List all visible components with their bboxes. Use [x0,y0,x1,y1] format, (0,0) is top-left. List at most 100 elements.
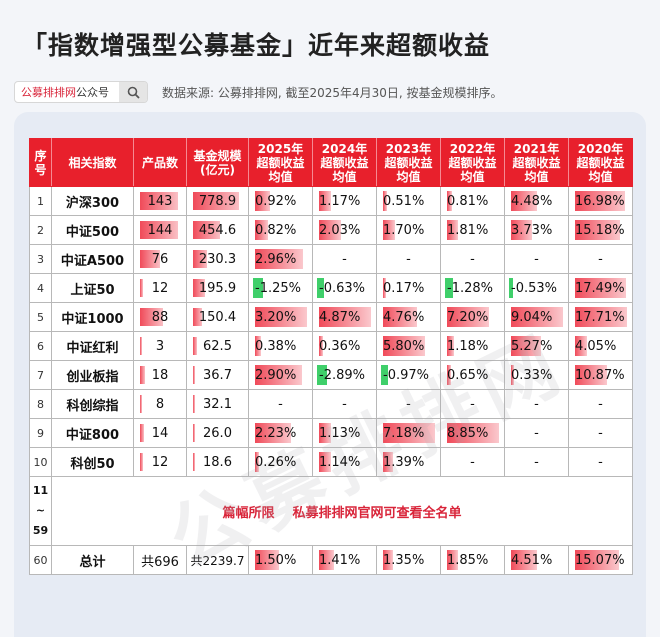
cell-value: 454.6 [198,222,237,238]
column-header-text: 超额收益 [576,155,625,170]
data-source-note: 数据来源: 公募排排网, 截至2025年4月30日, 按基金规模排序。 [162,86,503,100]
cell-value: 0.26% [255,454,297,470]
return-cell: - [568,389,633,419]
column-header-text: 序 [34,148,47,163]
cell-value: - [598,425,603,441]
return-bar [253,278,263,298]
value-bar [193,453,195,471]
row-number: 1 [29,186,52,216]
return-cell: 1.13% [312,418,377,448]
table-row: 10 科创50 12 18.6 0.26% 1.14% 1.39% - - - [29,447,633,477]
return-cell: 5.27% [504,331,569,361]
column-header-text: (亿元) [200,162,235,177]
return-cell: -0.53% [504,273,569,303]
return-cell: - [440,389,505,419]
cell-value: - [470,396,475,412]
product-count: 76 [133,244,187,274]
return-cell: 15.07% [568,545,633,575]
return-bar [383,550,393,570]
return-bar [255,452,260,472]
cell-value: 1.35% [383,552,425,568]
return-cell: 0.65% [440,360,505,390]
return-bar [255,191,270,211]
total-scale: 共2239.7 [186,545,249,575]
return-cell: 1.18% [440,331,505,361]
return-cell: - [568,244,633,274]
fund-scale: 26.0 [186,418,249,448]
cell-value: - [534,425,539,441]
row-number: 6 [29,331,52,361]
return-cell: 17.71% [568,302,633,332]
column-header: 基金规模 (亿元) [186,138,249,187]
product-count: 144 [133,215,187,245]
return-cell: 1.14% [312,447,377,477]
search-bar[interactable]: 公募排排网公众号 [14,81,148,103]
table-row: 1 沪深300 143 778.9 0.92% 1.17% 0.51% 0.81% 4.48% 1… [29,186,633,216]
return-bar [255,336,262,356]
cell-value: 0.92% [255,193,297,209]
cell-value: 5.80% [383,338,425,354]
return-bar [383,307,418,327]
return-bar [445,278,453,298]
cell-value: - [342,396,347,412]
return-cell: - [504,418,569,448]
return-cell: 16.98% [568,186,633,216]
return-cell: 4.48% [504,186,569,216]
return-cell: 0.51% [376,186,441,216]
return-cell: - [504,389,569,419]
return-bar [447,423,499,443]
column-header-text: 超额收益 [384,155,433,170]
column-header-text: 均值 [396,169,421,184]
column-header-text: 均值 [268,169,293,184]
return-cell: -0.97% [376,360,441,390]
table-row: 5 中证1000 88 150.4 3.20% 4.87% 4.76% 7.20% 9.04% 1… [29,302,633,332]
cell-value: 4.05% [575,338,617,354]
return-bar [319,191,332,211]
product-count: 18 [133,360,187,390]
return-cell: - [440,244,505,274]
return-cell: 0.92% [248,186,313,216]
return-cell: 1.70% [376,215,441,245]
cell-value: 230.3 [198,251,237,267]
return-cell: 1.35% [376,545,441,575]
cell-value: 1.17% [319,193,361,209]
product-count: 12 [133,447,187,477]
table-row: 3 中证A500 76 230.3 2.96% - - - - - [29,244,633,274]
table-row-gap: 11 ~59 篇幅所限 私募排排网官网可查看全名单 [29,476,633,546]
cell-value: 12 [151,454,169,470]
index-name: 中证800 [51,418,134,448]
return-cell: 10.87% [568,360,633,390]
value-bar [193,192,239,210]
column-header-text: 2025年 [257,141,304,156]
row-number: 2 [29,215,52,245]
index-name: 科创50 [51,447,134,477]
row-number-range: 11 ~59 [29,476,52,546]
cell-value: 18.6 [203,454,232,470]
return-cell: - [312,389,377,419]
return-bar [511,220,533,240]
search-label: 公募排排网公众号 [21,86,109,99]
value-bar [193,337,197,355]
cell-value: 5.27% [511,338,553,354]
cell-value: 12 [151,280,169,296]
cell-value: 0.33% [511,367,553,383]
column-header-text: 超额收益 [448,155,497,170]
cell-value: 62.5 [203,338,232,354]
cell-value: 3.73% [511,222,553,238]
total-label: 总计 [51,545,134,575]
value-bar [193,308,202,326]
value-bar [193,424,195,442]
row-number: 9 [29,418,52,448]
return-bar [383,191,387,211]
search-icon[interactable] [119,82,147,102]
return-cell: 9.04% [504,302,569,332]
return-bar [511,191,537,211]
value-bar [193,221,220,239]
return-cell: 0.81% [440,186,505,216]
return-cell: -1.25% [248,273,313,303]
column-header-text: 2022年 [449,141,496,156]
cell-value: 144 [147,222,173,238]
cell-value: 0.17% [383,280,425,296]
return-cell: - [504,244,569,274]
return-bar [447,307,490,327]
